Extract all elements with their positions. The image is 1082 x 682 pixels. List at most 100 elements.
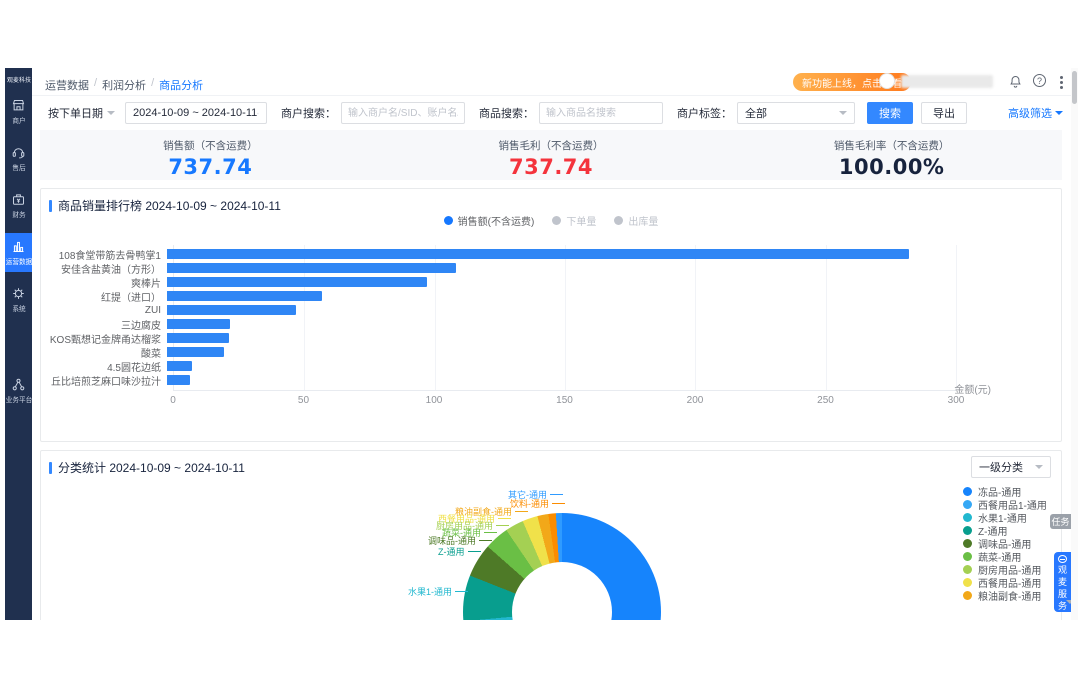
bar[interactable] <box>167 263 457 273</box>
legend-dot-icon <box>963 552 972 561</box>
more-menu-icon[interactable] <box>1054 74 1069 89</box>
bar-axis-ticks: 0 50 100 150 200 250 300 <box>170 395 964 407</box>
donut-legend-item[interactable]: 厨房用品-通用 <box>963 563 1047 577</box>
kpi-value: 737.74 <box>168 155 253 179</box>
product-search-input[interactable] <box>539 102 663 124</box>
legend-item[interactable]: 出库量 <box>614 213 658 228</box>
bar[interactable] <box>167 347 224 357</box>
bar-row: 爽棒片 <box>49 275 1053 290</box>
breadcrumb: 运营数据 / 利润分析 / 商品分析 <box>45 77 203 93</box>
legend-dot-icon <box>963 591 972 600</box>
title-accent-bar <box>49 199 52 212</box>
bar-row: 酸菜 <box>49 345 1053 360</box>
sidebar-item-label: 业务平台 <box>5 397 32 404</box>
chevron-down-icon <box>1055 111 1063 119</box>
donut-legend-item[interactable]: 蔬菜-通用 <box>963 550 1047 564</box>
legend-scroll-down-icon[interactable] <box>1066 600 1074 608</box>
advanced-filter-link[interactable]: 高级筛选 <box>1008 105 1063 121</box>
bar-category-label: 爽棒片 <box>131 278 161 290</box>
merchant-search-input[interactable] <box>341 102 465 124</box>
bar[interactable] <box>167 319 231 329</box>
sidebar-item-finance[interactable]: 财务 <box>5 186 32 225</box>
minimize-icon <box>1058 555 1067 563</box>
bar-category-label: 三边腐皮 <box>121 320 161 332</box>
date-range-picker[interactable]: 2024-10-09 ~ 2024-10-11 <box>125 102 267 124</box>
donut-legend-item[interactable]: 西餐用品1-通用 <box>963 498 1047 512</box>
axis-unit-label: 金额(元) <box>954 385 991 396</box>
bar-chart-icon <box>13 241 24 252</box>
legend-item[interactable]: 下单量 <box>552 213 596 228</box>
headset-icon <box>12 148 25 159</box>
bar[interactable] <box>167 277 428 287</box>
help-icon[interactable]: ? <box>1033 74 1048 89</box>
date-type-select[interactable]: 按下单日期 <box>48 105 115 121</box>
platform-icon <box>12 378 25 391</box>
breadcrumb-item[interactable]: 运营数据 <box>45 80 89 92</box>
sidebar-item-business-platform[interactable]: 业务平台 <box>5 371 32 410</box>
bar[interactable] <box>167 249 909 259</box>
breadcrumb-item-current: 商品分析 <box>159 80 204 92</box>
search-button[interactable]: 搜索 <box>867 102 913 124</box>
sidebar-item-merchant[interactable]: 商户 <box>5 92 32 131</box>
axis-tick-label: 250 <box>817 395 834 406</box>
merchant-tag-select[interactable]: 全部 <box>737 102 855 124</box>
scrollbar-thumb[interactable] <box>1072 71 1077 104</box>
bar[interactable] <box>167 333 229 343</box>
merchant-search-label: 商户搜索： <box>281 108 336 120</box>
donut-legend-item[interactable]: 调味品-通用 <box>963 537 1047 551</box>
export-button[interactable]: 导出 <box>921 102 967 124</box>
kpi-label: 销售毛利率（不含运费） <box>833 140 950 152</box>
service-float-button[interactable]: 观麦服务 <box>1054 552 1071 612</box>
main-content: 运营数据 / 利润分析 / 商品分析 新功能上线，点击查看 ? 按下单日期 20… <box>32 68 1071 620</box>
sidebar-item-label: 系统 <box>11 306 26 313</box>
bar[interactable] <box>167 361 192 371</box>
gear-icon <box>13 288 24 299</box>
donut-legend-item[interactable]: 粮油副食-通用 <box>963 589 1047 603</box>
bar[interactable] <box>167 291 323 301</box>
kpi-label: 销售额（不含运费） <box>163 140 258 152</box>
bar-category-label: 安佳含盐黄油（方形） <box>61 264 161 276</box>
bar-legend: 销售额(不含运费) 下单量 出库量 <box>41 213 1061 228</box>
bar-category-label: 丘比培煎芝麻口味沙拉汁 <box>51 376 161 388</box>
breadcrumb-item[interactable]: 利润分析 <box>102 80 147 92</box>
chevron-down-icon <box>1035 465 1043 473</box>
card-title: 分类统计 2024-10-09 ~ 2024-10-11 <box>49 459 245 476</box>
kpi-label: 销售毛利（不含运费） <box>498 140 604 152</box>
merchant-icon <box>12 100 25 111</box>
axis-tick-label: 150 <box>556 395 573 406</box>
sidebar-item-label: 售后 <box>11 165 26 172</box>
app-logo: 观麦科技 <box>6 77 31 84</box>
axis-tick-label: 300 <box>947 395 965 406</box>
notification-icon[interactable] <box>1008 74 1023 89</box>
donut-legend-item[interactable]: 冻品-通用 <box>963 485 1047 499</box>
sidebar-item-operations-data[interactable]: 运营数据 <box>5 233 36 272</box>
category-level-select[interactable]: 一级分类 <box>971 456 1051 478</box>
bar[interactable] <box>167 305 296 315</box>
legend-item[interactable]: 销售额(不含运费) <box>443 213 534 228</box>
avatar[interactable] <box>879 73 895 89</box>
kpi-value: 100.00% <box>838 155 945 179</box>
bar-category-label: 4.5圆花边纸 <box>107 362 161 374</box>
task-float-badge[interactable]: 任务 <box>1050 514 1071 529</box>
sidebar-item-aftersales[interactable]: 售后 <box>5 139 32 178</box>
product-search-label: 商品搜索： <box>479 108 534 120</box>
axis-tick-label: 50 <box>297 395 310 406</box>
product-rank-card: 商品销量排行榜 2024-10-09 ~ 2024-10-11 销售额(不含运费… <box>40 188 1062 442</box>
bar-row: KOS甄想记金牌甬达榴浆 <box>49 331 1053 346</box>
bar-rows: 108食堂带筋去骨鸭掌1 安佳含盐黄油（方形） 爽棒片 红提（进口） ZUI 三边腐皮 KO… <box>49 245 1053 388</box>
axis-tick-label: 100 <box>425 395 443 406</box>
scrollbar[interactable] <box>1071 68 1078 620</box>
sidebar-item-system[interactable]: 系统 <box>5 280 32 319</box>
kpi-band: 销售额（不含运费） 737.74 销售毛利（不含运费） 737.74 销售毛利率… <box>40 130 1062 180</box>
donut-legend-item[interactable]: Z-通用 <box>963 524 1047 538</box>
kpi-gross-margin: 销售毛利率（不含运费） 100.00% <box>721 130 1062 180</box>
legend-dot-icon <box>963 565 972 574</box>
legend-dot-icon <box>963 500 972 509</box>
bar-category-label: 108食堂带筋去骨鸭掌1 <box>58 250 161 262</box>
donut-legend-item[interactable]: 水果1-通用 <box>963 511 1047 525</box>
axis-tick-label: 0 <box>170 395 176 406</box>
bar[interactable] <box>167 375 190 385</box>
donut-legend: 冻品-通用 西餐用品1-通用 水果1-通用 Z-通用 调味品-通用 蔬菜-通用 厨房用品-通… <box>963 485 1047 603</box>
donut-legend-item[interactable]: 西餐用品-通用 <box>963 576 1047 590</box>
